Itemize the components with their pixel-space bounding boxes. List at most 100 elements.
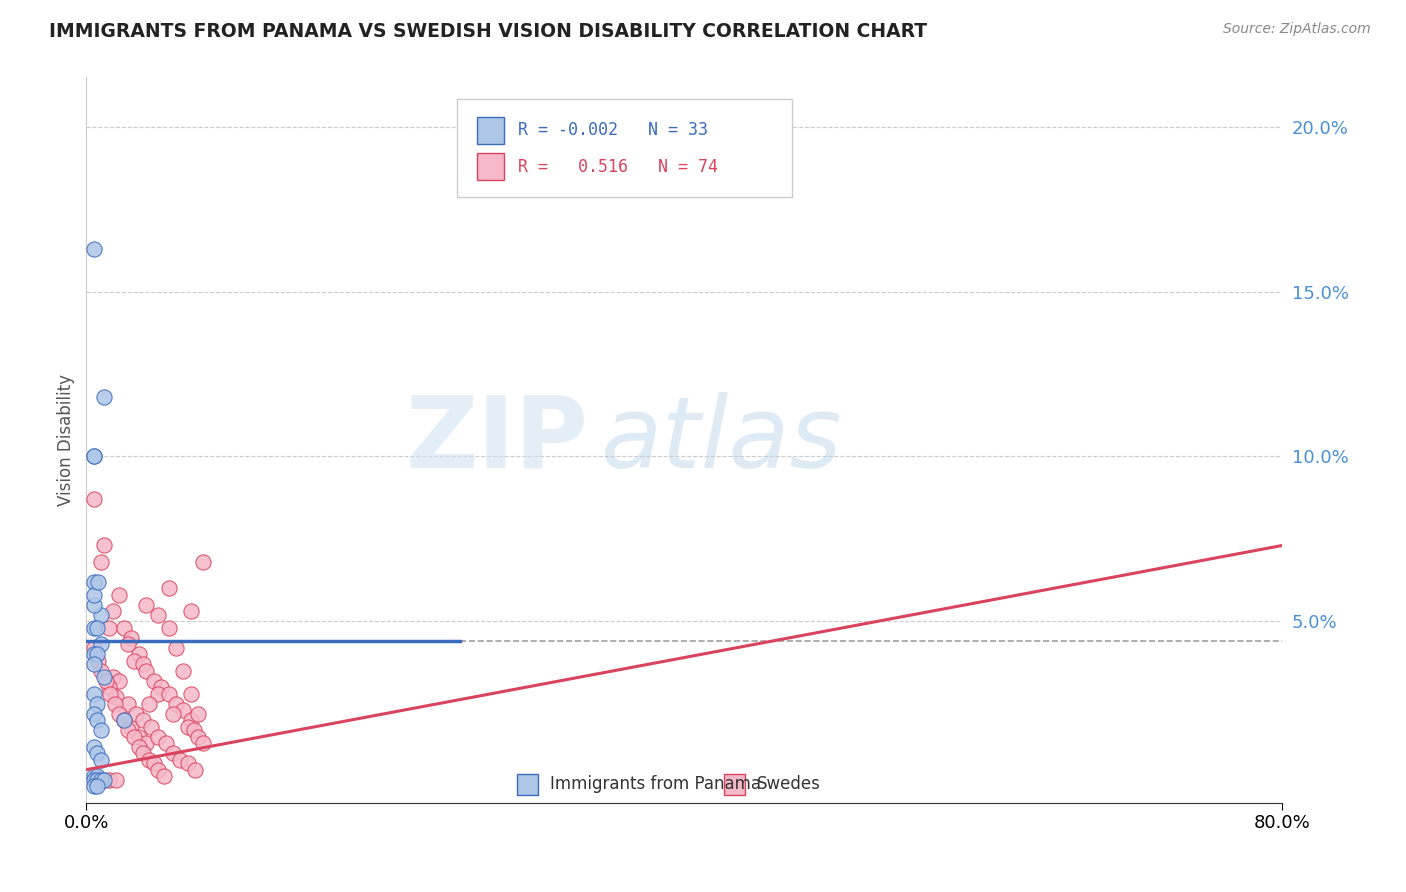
Point <box>112 621 135 635</box>
FancyBboxPatch shape <box>477 153 503 180</box>
Point <box>157 582 180 596</box>
Point <box>97 772 120 787</box>
Point <box>117 637 139 651</box>
Point <box>155 736 177 750</box>
Point <box>93 539 115 553</box>
Point <box>177 756 200 770</box>
Point <box>135 598 157 612</box>
Point <box>86 647 108 661</box>
Point <box>117 723 139 737</box>
Text: Swedes: Swedes <box>758 775 821 794</box>
Point <box>83 739 105 754</box>
Point <box>132 657 155 672</box>
Point <box>112 713 135 727</box>
Point <box>83 779 105 793</box>
Point <box>83 242 105 256</box>
Point <box>83 687 105 701</box>
Point <box>87 772 110 787</box>
Point <box>146 687 169 701</box>
Text: Immigrants from Panama: Immigrants from Panama <box>550 775 761 794</box>
Point <box>162 746 184 760</box>
FancyBboxPatch shape <box>457 99 792 197</box>
Point <box>83 598 105 612</box>
Point <box>90 607 112 622</box>
Point <box>108 706 131 721</box>
Point <box>157 621 180 635</box>
Point <box>128 647 150 661</box>
Text: R =   0.516   N = 74: R = 0.516 N = 74 <box>517 158 718 176</box>
Point <box>191 736 214 750</box>
Y-axis label: Vision Disability: Vision Disability <box>58 374 75 506</box>
Point <box>132 713 155 727</box>
Point <box>180 604 202 618</box>
Point <box>93 772 115 787</box>
Point <box>142 673 165 688</box>
Point <box>83 574 105 589</box>
Point <box>128 739 150 754</box>
Point <box>162 706 184 721</box>
Point <box>150 680 173 694</box>
Point <box>93 390 115 404</box>
Point <box>184 763 207 777</box>
Point <box>138 697 160 711</box>
Point <box>83 588 105 602</box>
Point <box>90 555 112 569</box>
Point <box>83 450 105 464</box>
Point <box>90 723 112 737</box>
Point <box>90 664 112 678</box>
Point <box>187 706 209 721</box>
Text: IMMIGRANTS FROM PANAMA VS SWEDISH VISION DISABILITY CORRELATION CHART: IMMIGRANTS FROM PANAMA VS SWEDISH VISION… <box>49 22 928 41</box>
Point <box>86 772 108 787</box>
Point <box>146 730 169 744</box>
Point <box>138 753 160 767</box>
Point <box>83 647 105 661</box>
Point <box>180 687 202 701</box>
Point <box>93 670 115 684</box>
Point <box>86 713 108 727</box>
Point <box>108 673 131 688</box>
Point <box>191 555 214 569</box>
Point <box>135 736 157 750</box>
Point <box>157 687 180 701</box>
Point <box>83 706 105 721</box>
Point <box>90 753 112 767</box>
Text: Source: ZipAtlas.com: Source: ZipAtlas.com <box>1223 22 1371 37</box>
Point <box>135 664 157 678</box>
Point <box>112 713 135 727</box>
Point <box>183 723 205 737</box>
Point <box>83 450 105 464</box>
Point <box>112 713 135 727</box>
Point <box>83 772 105 787</box>
FancyBboxPatch shape <box>517 773 538 796</box>
Point <box>169 753 191 767</box>
Point <box>146 607 169 622</box>
Point <box>97 680 120 694</box>
Point <box>128 730 150 744</box>
Point <box>86 779 108 793</box>
Point <box>187 730 209 744</box>
Point <box>117 697 139 711</box>
Point <box>108 588 131 602</box>
Point <box>122 730 145 744</box>
Point <box>86 697 108 711</box>
Point <box>177 720 200 734</box>
Point <box>83 657 105 672</box>
Point <box>165 697 187 711</box>
Point <box>105 772 128 787</box>
Point <box>180 713 202 727</box>
Point <box>83 621 105 635</box>
Point <box>146 763 169 777</box>
Point <box>103 670 125 684</box>
Point <box>103 604 125 618</box>
Point <box>90 637 112 651</box>
Point <box>142 756 165 770</box>
Point <box>83 640 105 655</box>
Point <box>172 703 194 717</box>
Point <box>93 772 115 787</box>
Point <box>139 720 162 734</box>
Text: R = -0.002   N = 33: R = -0.002 N = 33 <box>517 121 709 139</box>
Point <box>87 574 110 589</box>
Point <box>94 673 117 688</box>
Point <box>105 690 128 705</box>
Point <box>98 687 121 701</box>
